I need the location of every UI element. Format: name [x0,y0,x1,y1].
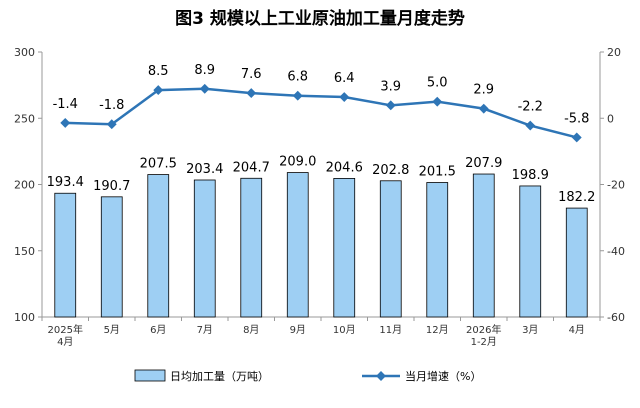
bar [147,174,170,318]
line-point [339,92,350,102]
line-value-label: 3.9 [380,79,401,94]
x-tick-label-line: 11月 [379,324,402,336]
x-tick-label-line: 3月 [522,324,538,336]
bar [54,192,77,318]
x-tick-label: 11月 [379,324,402,336]
line-point [385,100,396,111]
y-left-tick-label: 250 [14,112,35,125]
legend-bar-label: 日均加工量（万吨） [170,370,269,383]
x-tick-label: 4月 [569,324,585,336]
line-value-label: 8.9 [194,63,215,78]
line-point [571,132,582,143]
x-tick-label: 2025年 4月 [48,323,83,348]
bar-value-label: 190.7 [93,179,130,194]
x-tick-label: 5月 [104,324,120,336]
y-right-tick-label: 20 [607,46,621,59]
bar-value-label: 209.0 [279,155,316,170]
bar-value-label: 207.5 [140,157,177,172]
legend-line-label: 当月增速（%） [405,369,481,383]
bar [379,180,402,318]
bar-value-label: 202.8 [372,163,409,178]
legend: 日均加工量（万吨） 当月增速（%） [134,369,481,383]
line-point [106,119,117,130]
bar-value-label: 198.9 [512,168,549,183]
line-point [292,90,303,101]
bar-value-label: 204.7 [233,160,270,175]
bar [472,173,495,318]
legend-line-marker [376,371,386,381]
x-tick-label: 7月 [197,324,213,336]
x-tick-label-line: 2025年 [48,323,83,336]
line-value-label: -1.4 [53,97,78,112]
line-series: -1.4 -1.8 8.5 8.9 7.6 6.8 6.4 3.9 5.0 2.9 -2.2 -5.8 [53,63,589,143]
line-value-label: 8.5 [148,64,169,79]
line-value-label: -2.2 [518,100,543,115]
bar [100,196,123,318]
x-tick-label-line: 10月 [333,324,356,336]
line-value-label: 6.8 [287,70,308,85]
x-tick-label: 9月 [290,324,306,336]
y-right-tick-label: -60 [607,311,625,324]
y-right-tick-label: 0 [607,112,614,125]
x-tick-label-line: 2026年 [466,323,501,336]
y-right-tick-label: -20 [607,179,625,192]
x-tick-label: 6月 [150,324,166,336]
line-point [432,96,443,107]
x-tick-label-line: 4月 [57,336,73,348]
x-tick-label-line: 12月 [426,324,449,336]
line-point [153,85,164,96]
x-tick-label-line: 9月 [290,324,306,336]
bar-value-label: 204.6 [326,160,363,175]
bar [333,178,356,318]
y-left-tick-label: 300 [14,46,35,59]
y-right-tick-label: -40 [607,245,625,258]
x-tick-label-line: 5月 [104,324,120,336]
bar-value-label: 201.5 [419,165,456,180]
line-value-label: 6.4 [334,71,355,86]
line-point [478,103,489,114]
x-tick-label: 10月 [333,324,356,336]
line-value-label: -1.8 [99,98,124,113]
x-tick-label: 12月 [426,324,449,336]
x-tick-label-line: 1-2月 [471,336,497,348]
y-left-tick-label: 150 [14,245,35,258]
bar-value-label: 203.4 [186,162,223,177]
line-point [199,83,210,94]
x-tick-label-line: 4月 [569,324,585,336]
x-tick-label-line: 6月 [150,324,166,336]
line-value-label: -5.8 [564,111,589,126]
line-point [246,88,257,99]
x-tick-label: 8月 [243,324,259,336]
line-point [60,117,71,128]
line-value-label: 5.0 [427,76,448,91]
x-tick-label-line: 7月 [197,324,213,336]
bar [565,207,588,318]
bar [286,172,309,318]
chart-title: 图3 规模以上工业原油加工量月度走势 [175,8,465,29]
bar [426,182,449,318]
x-tick-label: 3月 [522,324,538,336]
legend-bar-swatch [134,369,166,382]
bar [519,185,542,318]
line-value-label: 7.6 [241,67,262,82]
line-point [525,120,536,131]
x-tick-label-line: 8月 [243,324,259,336]
bar-series: 193.4 190.7 207.5 203.4 204.7 209.0 204.6 202.8… [47,155,595,318]
bar [240,177,263,318]
bar [193,179,216,318]
bar-value-label: 207.9 [465,156,502,171]
x-tick-label: 2026年 1-2月 [466,323,501,348]
line-path [65,87,578,139]
line-value-label: 2.9 [473,83,494,98]
y-left-tick-label: 200 [14,179,35,192]
bar-value-label: 182.2 [558,190,595,205]
y-left-tick-label: 100 [14,311,35,324]
bar-value-label: 193.4 [47,175,84,190]
